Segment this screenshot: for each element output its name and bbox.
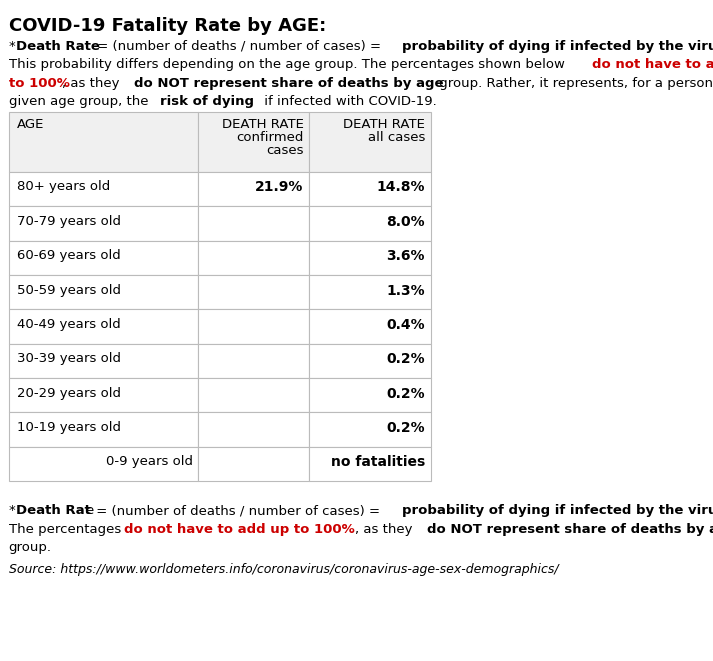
Bar bbox=[309, 309, 431, 344]
Text: 30-39 years old: 30-39 years old bbox=[17, 352, 121, 366]
Text: group. Rather, it represents, for a person in a: group. Rather, it represents, for a pers… bbox=[435, 77, 713, 90]
Text: to 100%: to 100% bbox=[9, 77, 69, 90]
Text: 0-9 years old: 0-9 years old bbox=[106, 455, 193, 469]
Bar bbox=[198, 206, 309, 241]
Text: no fatalities: no fatalities bbox=[331, 455, 425, 469]
Text: given age group, the: given age group, the bbox=[9, 95, 153, 108]
Text: probability of dying if infected by the virus: probability of dying if infected by the … bbox=[402, 40, 713, 53]
Text: DEATH RATE: DEATH RATE bbox=[222, 118, 304, 131]
Text: 70-79 years old: 70-79 years old bbox=[17, 215, 121, 228]
Bar bbox=[9, 378, 198, 412]
Text: *: * bbox=[9, 40, 15, 53]
Bar bbox=[309, 275, 431, 309]
Text: *: * bbox=[9, 504, 15, 518]
Bar bbox=[309, 241, 431, 275]
Text: 10-19 years old: 10-19 years old bbox=[17, 421, 121, 434]
Text: 20-29 years old: 20-29 years old bbox=[17, 387, 121, 400]
Text: , as they: , as they bbox=[63, 77, 124, 90]
Text: COVID-19 Fatality Rate by AGE:: COVID-19 Fatality Rate by AGE: bbox=[9, 17, 326, 34]
Text: do NOT represent share of deaths by age: do NOT represent share of deaths by age bbox=[427, 523, 713, 536]
Text: cases: cases bbox=[266, 144, 304, 157]
Bar bbox=[9, 241, 198, 275]
Bar bbox=[198, 309, 309, 344]
Bar bbox=[9, 112, 198, 172]
Text: e: e bbox=[85, 504, 93, 518]
Text: 3.6%: 3.6% bbox=[386, 249, 425, 263]
Text: 80+ years old: 80+ years old bbox=[17, 180, 111, 194]
Bar bbox=[309, 412, 431, 447]
Text: 8.0%: 8.0% bbox=[386, 215, 425, 229]
Text: do not have to add up to 100%: do not have to add up to 100% bbox=[124, 523, 354, 536]
Text: group.: group. bbox=[9, 541, 51, 555]
Text: 21.9%: 21.9% bbox=[255, 180, 304, 194]
Bar bbox=[9, 447, 198, 481]
Bar bbox=[198, 378, 309, 412]
Bar bbox=[198, 447, 309, 481]
Bar bbox=[198, 241, 309, 275]
Text: 0.2%: 0.2% bbox=[386, 387, 425, 401]
Text: 14.8%: 14.8% bbox=[376, 180, 425, 194]
Text: do NOT represent share of deaths by age: do NOT represent share of deaths by age bbox=[135, 77, 444, 90]
Text: do not have to add up: do not have to add up bbox=[592, 58, 713, 71]
Bar bbox=[309, 206, 431, 241]
Text: 40-49 years old: 40-49 years old bbox=[17, 318, 121, 331]
Bar bbox=[9, 344, 198, 378]
Text: probability of dying if infected by the virus: probability of dying if infected by the … bbox=[402, 504, 713, 518]
Text: if infected with COVID-19.: if infected with COVID-19. bbox=[260, 95, 436, 108]
Bar bbox=[9, 412, 198, 447]
Text: = (number of deaths / number of cases) =: = (number of deaths / number of cases) = bbox=[93, 40, 385, 53]
Text: Death Rate: Death Rate bbox=[16, 40, 100, 53]
Text: 60-69 years old: 60-69 years old bbox=[17, 249, 121, 262]
Text: AGE: AGE bbox=[17, 118, 44, 131]
Bar bbox=[309, 447, 431, 481]
Text: 1.3%: 1.3% bbox=[386, 284, 425, 297]
Text: DEATH RATE: DEATH RATE bbox=[343, 118, 425, 131]
Bar bbox=[309, 112, 431, 172]
Text: 50-59 years old: 50-59 years old bbox=[17, 284, 121, 297]
Text: , as they: , as they bbox=[355, 523, 416, 536]
Bar bbox=[198, 172, 309, 206]
Text: Death Rat: Death Rat bbox=[16, 504, 91, 518]
Text: confirmed: confirmed bbox=[237, 131, 304, 144]
Bar bbox=[9, 309, 198, 344]
Text: risk of dying: risk of dying bbox=[160, 95, 254, 108]
Text: all cases: all cases bbox=[368, 131, 425, 144]
Text: This probability differs depending on the age group. The percentages shown below: This probability differs depending on th… bbox=[9, 58, 569, 71]
Text: 0.4%: 0.4% bbox=[386, 318, 425, 332]
Bar bbox=[309, 344, 431, 378]
Text: The percentages: The percentages bbox=[9, 523, 125, 536]
Bar bbox=[309, 172, 431, 206]
Bar bbox=[309, 378, 431, 412]
Text: 0.2%: 0.2% bbox=[386, 352, 425, 366]
Text: Source: https://www.worldometers.info/coronavirus/coronavirus-age-sex-demographi: Source: https://www.worldometers.info/co… bbox=[9, 563, 558, 576]
Bar bbox=[198, 112, 309, 172]
Bar bbox=[9, 275, 198, 309]
Bar bbox=[9, 206, 198, 241]
Bar bbox=[198, 275, 309, 309]
Text: = (number of deaths / number of cases) =: = (number of deaths / number of cases) = bbox=[92, 504, 384, 518]
Bar bbox=[198, 412, 309, 447]
Bar bbox=[198, 344, 309, 378]
Bar bbox=[9, 172, 198, 206]
Text: 0.2%: 0.2% bbox=[386, 421, 425, 435]
